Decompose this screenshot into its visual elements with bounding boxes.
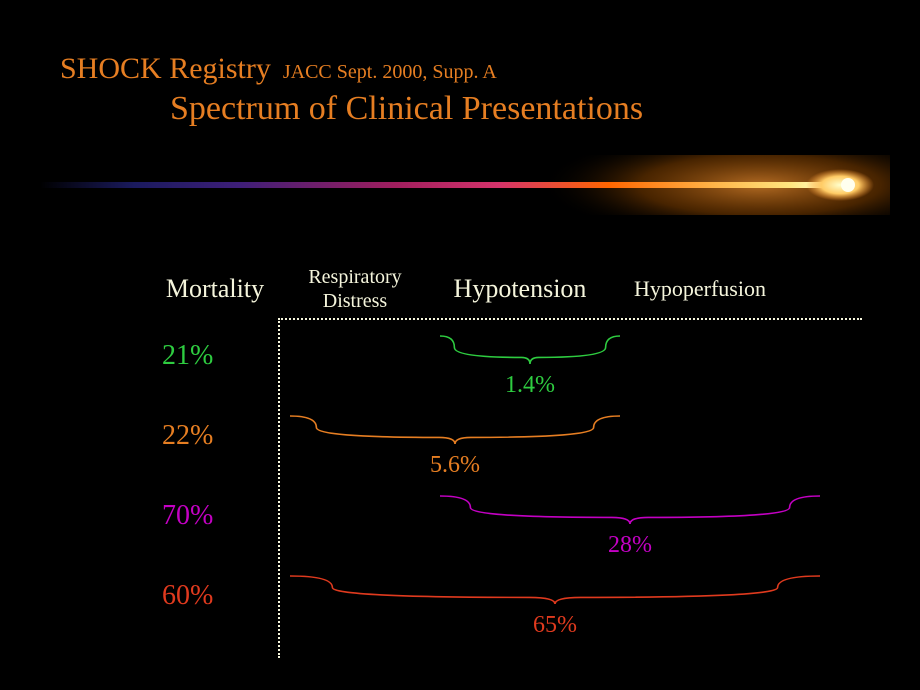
- percentage-value: 28%: [590, 532, 670, 559]
- percentage-value: 5.6%: [415, 452, 495, 479]
- percentage-value: 65%: [515, 612, 595, 639]
- brace-icon: [290, 414, 620, 448]
- brace-icon: [440, 334, 620, 368]
- percentage-value: 1.4%: [490, 372, 570, 399]
- header-mortality: Mortality: [150, 274, 280, 304]
- title-main: SHOCK Registry: [60, 52, 271, 85]
- title-line: SHOCK Registry JACC Sept. 2000, Supp. A: [60, 52, 643, 86]
- mortality-value: 21%: [150, 340, 260, 372]
- title-citation: JACC Sept. 2000, Supp. A: [283, 61, 497, 83]
- divider-horizontal: [278, 318, 862, 320]
- data-row: 21% 1.4%: [150, 340, 870, 410]
- subtitle: Spectrum of Clinical Presentations: [170, 90, 643, 128]
- header-respiratory-distress: Respiratory Distress: [280, 265, 430, 313]
- data-row: 70% 28%: [150, 500, 870, 570]
- header-hypoperfusion: Hypoperfusion: [610, 276, 790, 302]
- mortality-value: 22%: [150, 420, 260, 452]
- header-hypotension: Hypotension: [430, 274, 610, 304]
- comet-gradient-bar: [40, 155, 890, 215]
- title-block: SHOCK Registry JACC Sept. 2000, Supp. A …: [60, 52, 643, 128]
- brace-icon: [440, 494, 820, 528]
- data-row: 60% 65%: [150, 580, 870, 650]
- column-headers: Mortality Respiratory Distress Hypotensi…: [150, 265, 870, 313]
- mortality-value: 60%: [150, 580, 260, 612]
- data-row: 22% 5.6%: [150, 420, 870, 490]
- mortality-value: 70%: [150, 500, 260, 532]
- brace-icon: [290, 574, 820, 608]
